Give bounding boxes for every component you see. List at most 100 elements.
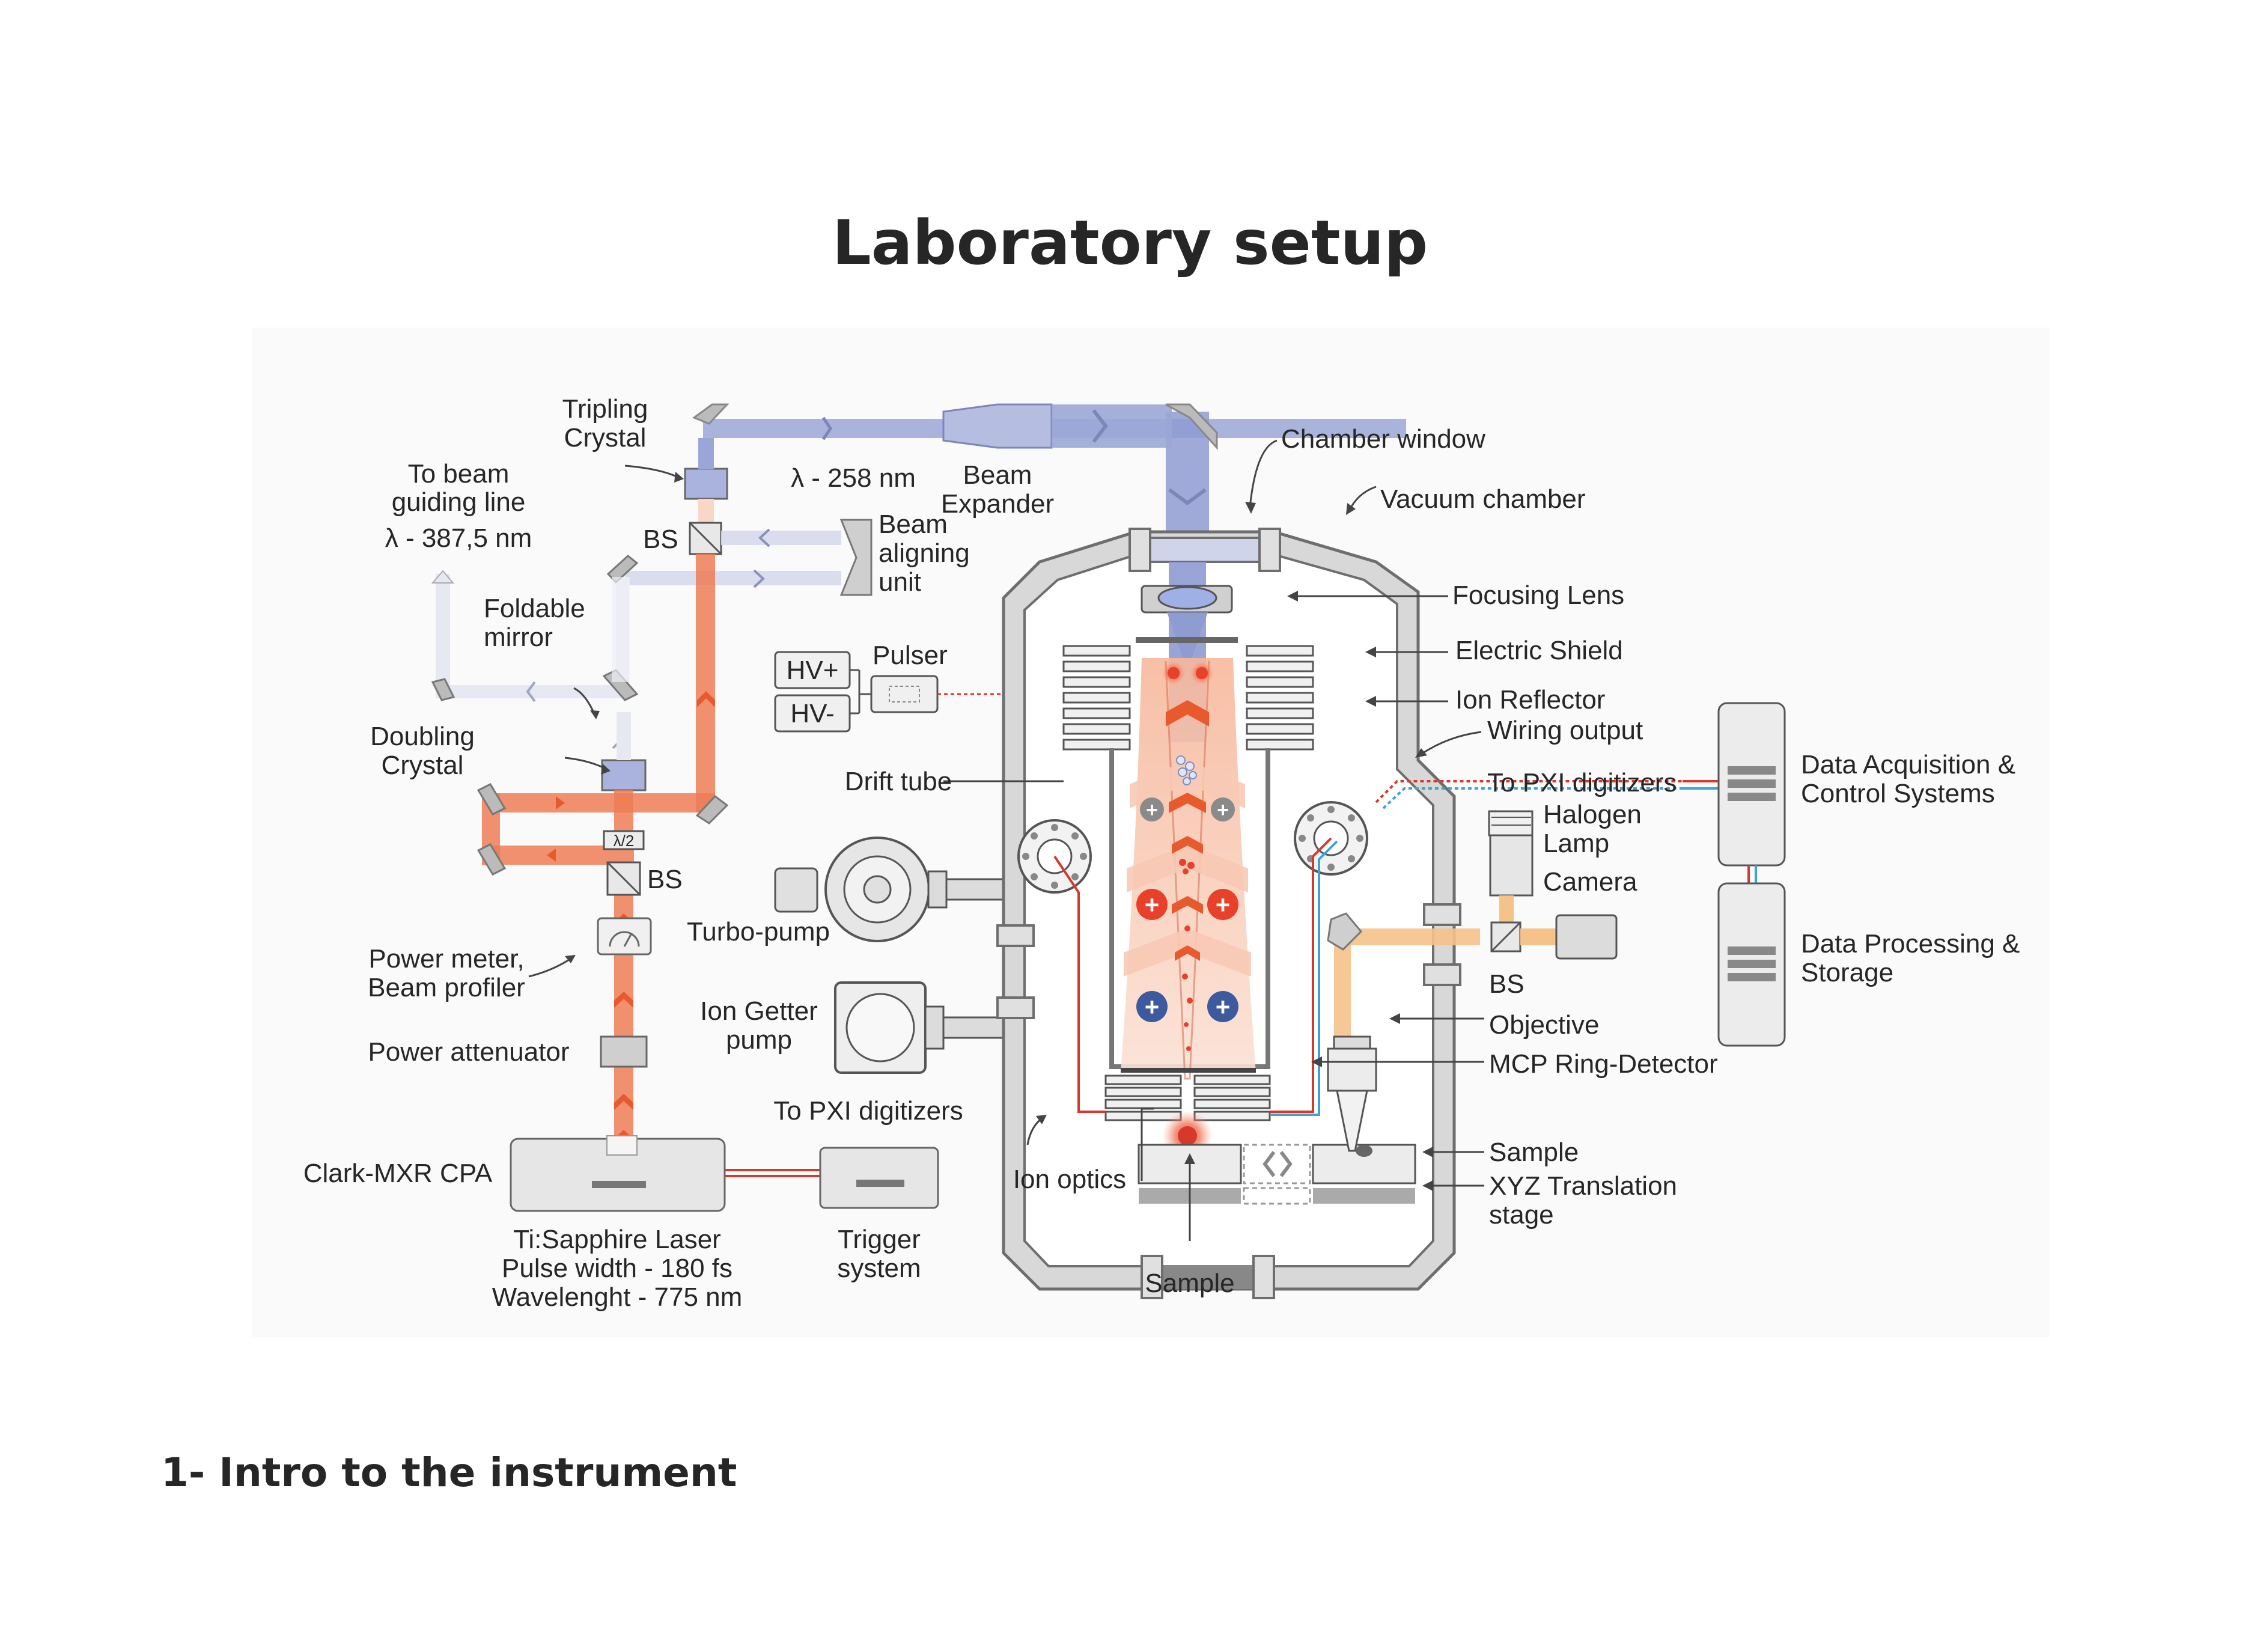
label-doubling-crystal-1: Doubling <box>370 722 475 751</box>
label-to-beam-guiding-2: guiding line <box>392 487 526 517</box>
label-turbo-pump: Turbo-pump <box>687 917 830 946</box>
leader-arrowheads <box>565 472 1433 1191</box>
section-heading: 1- Intro to the instrument <box>161 1449 737 1496</box>
label-halogen-lamp-2: Lamp <box>1543 829 1609 858</box>
uv-beam-vertical-left <box>698 438 714 469</box>
label-ion-getter-2: pump <box>726 1025 792 1055</box>
label-sample-right: Sample <box>1489 1138 1579 1167</box>
label-ti-sapphire-3: Wavelenght - 775 nm <box>492 1282 743 1312</box>
label-ti-sapphire-1: Ti:Sapphire Laser <box>513 1225 721 1254</box>
label-tripling-crystal-2: Crystal <box>564 423 647 453</box>
power-meter-dial <box>609 931 640 947</box>
label-hv-plus: HV+ <box>787 656 839 685</box>
beam-above-doubling <box>617 712 631 760</box>
label-doubling-crystal-2: Crystal <box>382 751 464 780</box>
ion-bubbles <box>1176 755 1197 785</box>
beam-to-tripling <box>698 499 714 523</box>
wire-to-pxi-red <box>1375 780 1683 803</box>
label-ion-reflector: Ion Reflector <box>1455 685 1605 715</box>
label-focusing-lens: Focusing Lens <box>1452 581 1624 610</box>
label-hv-minus: HV- <box>790 699 834 728</box>
label-power-attenuator: Power attenuator <box>368 1037 569 1067</box>
label-lambda-258: λ - 258 nm <box>791 463 916 493</box>
electric-shield-right <box>1246 645 1314 751</box>
label-to-pxi-upper: To PXI digitizers <box>1487 768 1677 797</box>
xyz-stage-bar-right <box>1313 1188 1415 1204</box>
ions-top <box>1162 661 1214 685</box>
label-data-acquisition-1: Data Acquisition & <box>1801 750 2015 779</box>
label-lambda-387: λ - 387,5 nm <box>385 523 532 553</box>
wire-to-pxi-blue <box>1382 787 1683 809</box>
electric-shield-left <box>1062 645 1131 751</box>
bs-top-diagonal <box>689 522 722 555</box>
label-bs-mid: BS <box>647 865 683 894</box>
top-left-mirror <box>692 403 729 425</box>
svg-text:+: + <box>1216 993 1231 1021</box>
pulser-box <box>870 675 939 713</box>
svg-text:+: + <box>1145 891 1160 919</box>
label-foldable-mirror-2: mirror <box>484 623 553 652</box>
beam-aligning-unit <box>625 519 873 596</box>
focusing-lens <box>1157 586 1217 610</box>
label-objective: Objective <box>1489 1010 1599 1040</box>
label-pulser: Pulser <box>873 641 948 670</box>
beam-expander <box>942 403 1053 449</box>
label-foldable-mirror-1: Foldable <box>484 594 585 623</box>
chamber-window <box>1141 537 1269 563</box>
label-electric-shield: Electric Shield <box>1455 636 1623 665</box>
label-mcp-ring-detector: MCP Ring-Detector <box>1489 1049 1718 1079</box>
label-clark-mxr: Clark-MXR CPA <box>303 1159 493 1188</box>
trigger-system <box>819 1147 939 1209</box>
label-ti-sapphire-2: Pulse width - 180 fs <box>502 1254 733 1283</box>
lambda-half-plate <box>603 830 645 850</box>
sample-stage-middle <box>1243 1144 1311 1184</box>
beam-expander-wide <box>1052 404 1172 448</box>
label-ion-getter-1: Ion Getter <box>700 996 818 1026</box>
label-data-processing-1: Data Processing & <box>1801 929 2020 959</box>
label-halogen-lamp-1: Halogen <box>1543 800 1642 829</box>
camera-body <box>1555 914 1618 960</box>
label-beam-expander-1: Beam <box>963 460 1032 490</box>
beam-guiding-branch <box>431 555 639 749</box>
label-beam-aligning-1: Beam <box>879 510 948 539</box>
label-camera: Camera <box>1543 867 1637 897</box>
label-beam-aligning-2: aligning <box>879 538 970 568</box>
label-tripling-crystal-1: Tripling <box>562 394 648 424</box>
label-data-processing-2: Storage <box>1801 958 1893 987</box>
uv-arrow-3 <box>1168 488 1207 505</box>
page-title: Laboratory setup <box>832 207 1428 279</box>
svg-text:+: + <box>1146 799 1158 821</box>
label-chamber-window: Chamber window <box>1281 424 1485 454</box>
laboratory-setup-diagram: + + + + + + <box>303 394 2020 1312</box>
tripling-crystal <box>684 468 728 500</box>
label-power-meter-2: Beam profiler <box>368 973 525 1002</box>
wiring-flange-right <box>1270 801 1368 1116</box>
label-lambda-half: λ/2 <box>614 832 635 850</box>
label-bs-top: BS <box>643 525 678 554</box>
uv-arrow-1 <box>821 416 833 440</box>
label-to-pxi-lower: To PXI digitizers <box>773 1096 963 1126</box>
uv-arrow-2 <box>1092 409 1108 443</box>
label-sample-bottom: Sample <box>1145 1269 1234 1298</box>
power-meter <box>597 917 652 956</box>
svg-text:+: + <box>1217 799 1229 821</box>
label-bs-right: BS <box>1489 969 1524 999</box>
plus-ions: + + + + + + <box>1136 797 1238 1022</box>
label-ion-optics: Ion optics <box>1013 1165 1126 1194</box>
label-wiring-output: Wiring output <box>1487 716 1643 745</box>
ion-red-chevrons <box>1166 700 1209 961</box>
label-trigger-system-2: system <box>837 1254 921 1283</box>
ion-particles <box>1179 859 1195 1051</box>
label-data-acquisition-2: Control Systems <box>1801 779 1995 808</box>
label-beam-expander-2: Expander <box>941 489 1054 519</box>
bs-mid-diagonal <box>606 861 641 896</box>
label-trigger-system-1: Trigger <box>838 1225 921 1254</box>
label-xyz-stage-2: stage <box>1489 1200 1554 1230</box>
label-drift-tube: Drift tube <box>845 767 952 796</box>
label-beam-aligning-3: unit <box>879 567 921 597</box>
ion-getter-pump <box>834 981 1029 1074</box>
top-right-mirror <box>1165 403 1218 450</box>
label-vacuum-chamber: Vacuum chamber <box>1380 484 1586 514</box>
svg-text:+: + <box>1216 891 1231 919</box>
power-attenuator <box>600 1035 648 1068</box>
